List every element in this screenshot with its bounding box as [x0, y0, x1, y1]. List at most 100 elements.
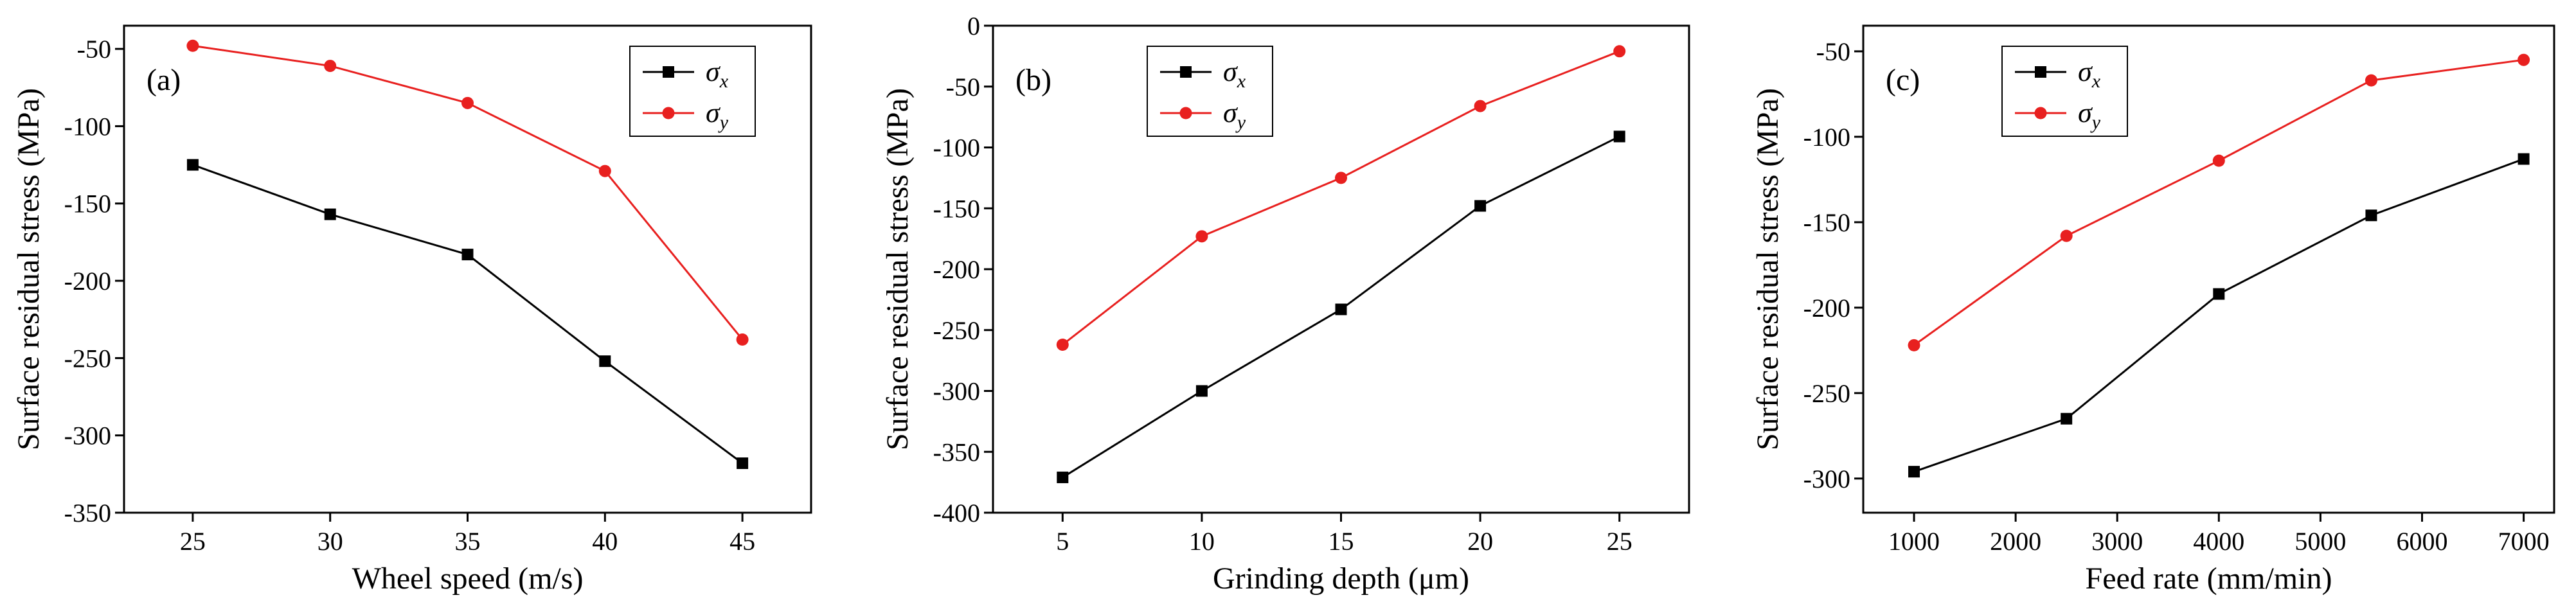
x-axis-label: Grinding depth (μm) [1213, 562, 1469, 596]
data-point-y [1613, 45, 1626, 58]
plot-frame [992, 24, 1690, 514]
legend-item-y: σy [2015, 97, 2101, 133]
legend-symbol: σ [2078, 97, 2093, 128]
data-point-y [2365, 74, 2377, 87]
data-point-y [1335, 172, 1347, 184]
y-tick-label: 0 [967, 12, 980, 40]
data-point-y [736, 333, 749, 346]
legend-item-y: σy [643, 97, 729, 133]
chart-panel-c: -50 -100 -150 -200 -250 -300 1000 2000 3000 4000 5… [1751, 24, 2555, 596]
data-point-x [2518, 153, 2530, 165]
data-point-x [461, 249, 474, 261]
series-line-y [1062, 50, 1620, 346]
x-tick-label: 40 [592, 527, 618, 556]
y-tick-label: -200 [933, 255, 980, 284]
series-line-x [1913, 158, 2525, 473]
legend-marker [663, 66, 674, 78]
x-tick-label: 35 [455, 527, 481, 556]
legend-subscript: y [1235, 112, 1246, 133]
legend-subscript: y [2090, 112, 2101, 133]
y-tick-label: -100 [933, 134, 980, 163]
y-tick-label: -200 [64, 267, 111, 296]
legend-label: σy [1223, 97, 1246, 133]
x-tick-label: 20 [1467, 527, 1493, 556]
legend-marker [1179, 107, 1192, 120]
x-tick-label: 6000 [2396, 527, 2447, 556]
x-tick-label: 10 [1189, 527, 1215, 556]
y-tick-label: -300 [1803, 465, 1850, 493]
data-point-x [1195, 385, 1208, 397]
data-point-y [2060, 229, 2073, 242]
y-tick-label: -50 [1816, 37, 1850, 66]
legend-box [2001, 46, 2128, 137]
y-tick-label: -400 [933, 499, 980, 527]
legend-item-x: σx [2015, 56, 2101, 92]
data-point-x [1335, 303, 1347, 315]
data-point-y [1195, 230, 1208, 243]
legend-label: σy [706, 97, 729, 133]
x-tick-label: 30 [318, 527, 343, 556]
legend-label: σx [2078, 56, 2101, 92]
legend-label: σx [706, 56, 729, 92]
x-tick-label: 5 [1056, 527, 1069, 556]
series-line-x [192, 164, 743, 465]
legend-subscript: x [719, 71, 729, 92]
x-tick-label: 45 [729, 527, 755, 556]
data-point-x [1613, 130, 1625, 143]
legend-symbol: σ [1223, 97, 1239, 128]
x-axis-label: Wheel speed (m/s) [352, 562, 584, 596]
legend-marker [2034, 107, 2047, 120]
legend-marker [662, 107, 675, 120]
data-point-y [1474, 100, 1487, 112]
data-point-x [737, 457, 749, 469]
data-point-y [186, 39, 199, 52]
x-axis-label: Feed rate (mm/min) [2086, 562, 2332, 596]
x-tick-label: 2000 [1990, 527, 2041, 556]
y-axis-label: Surface residual stress (MPa) [881, 88, 915, 450]
chart-panel-a: -50 -100 -150 -200 -250 -300 -350 25 30 35 40 45 Whe… [12, 24, 812, 596]
y-tick-label: -100 [64, 112, 111, 141]
x-tick-label: 15 [1328, 527, 1354, 556]
y-axis-label: Surface residual stress (MPa) [1751, 88, 1785, 450]
y-tick-label: -250 [64, 344, 111, 373]
data-point-x [2365, 209, 2377, 222]
data-point-y [461, 96, 474, 109]
x-tick-label: 7000 [2498, 527, 2550, 556]
data-point-x [324, 208, 336, 220]
legend-box [1147, 46, 1273, 137]
legend-subscript: x [1237, 71, 1246, 92]
legend-subscript: y [718, 112, 729, 133]
y-tick-label: -350 [64, 499, 111, 527]
x-tick-label: 1000 [1888, 527, 1940, 556]
y-tick-label: -350 [933, 438, 980, 466]
legend-marker [1180, 66, 1192, 78]
legend-label: σx [1223, 56, 1246, 92]
data-point-x [599, 355, 611, 367]
legend-marker [2035, 66, 2046, 78]
y-tick-label: -150 [1803, 208, 1850, 237]
data-point-y [598, 164, 611, 177]
data-point-y [1908, 339, 1920, 351]
y-tick-label: -100 [1803, 123, 1850, 152]
data-point-y [1056, 338, 1069, 351]
x-tick-label: 5000 [2294, 527, 2346, 556]
y-tick-label: -300 [64, 421, 111, 450]
data-point-y [2212, 154, 2225, 167]
data-point-x [1057, 472, 1069, 484]
legend-subscript: x [2091, 71, 2101, 92]
legend-symbol: σ [706, 97, 721, 128]
legend-box [629, 46, 756, 137]
legend: σx σy [1147, 46, 1273, 137]
data-point-x [2213, 288, 2225, 300]
data-point-x [186, 159, 199, 171]
legend-symbol: σ [2078, 56, 2093, 87]
x-tick-label: 3000 [2091, 527, 2143, 556]
legend-item-x: σx [643, 56, 729, 92]
data-point-x [2061, 412, 2073, 425]
legend-item-x: σx [1160, 56, 1246, 92]
legend-symbol: σ [706, 56, 721, 87]
data-point-x [1908, 466, 1920, 478]
